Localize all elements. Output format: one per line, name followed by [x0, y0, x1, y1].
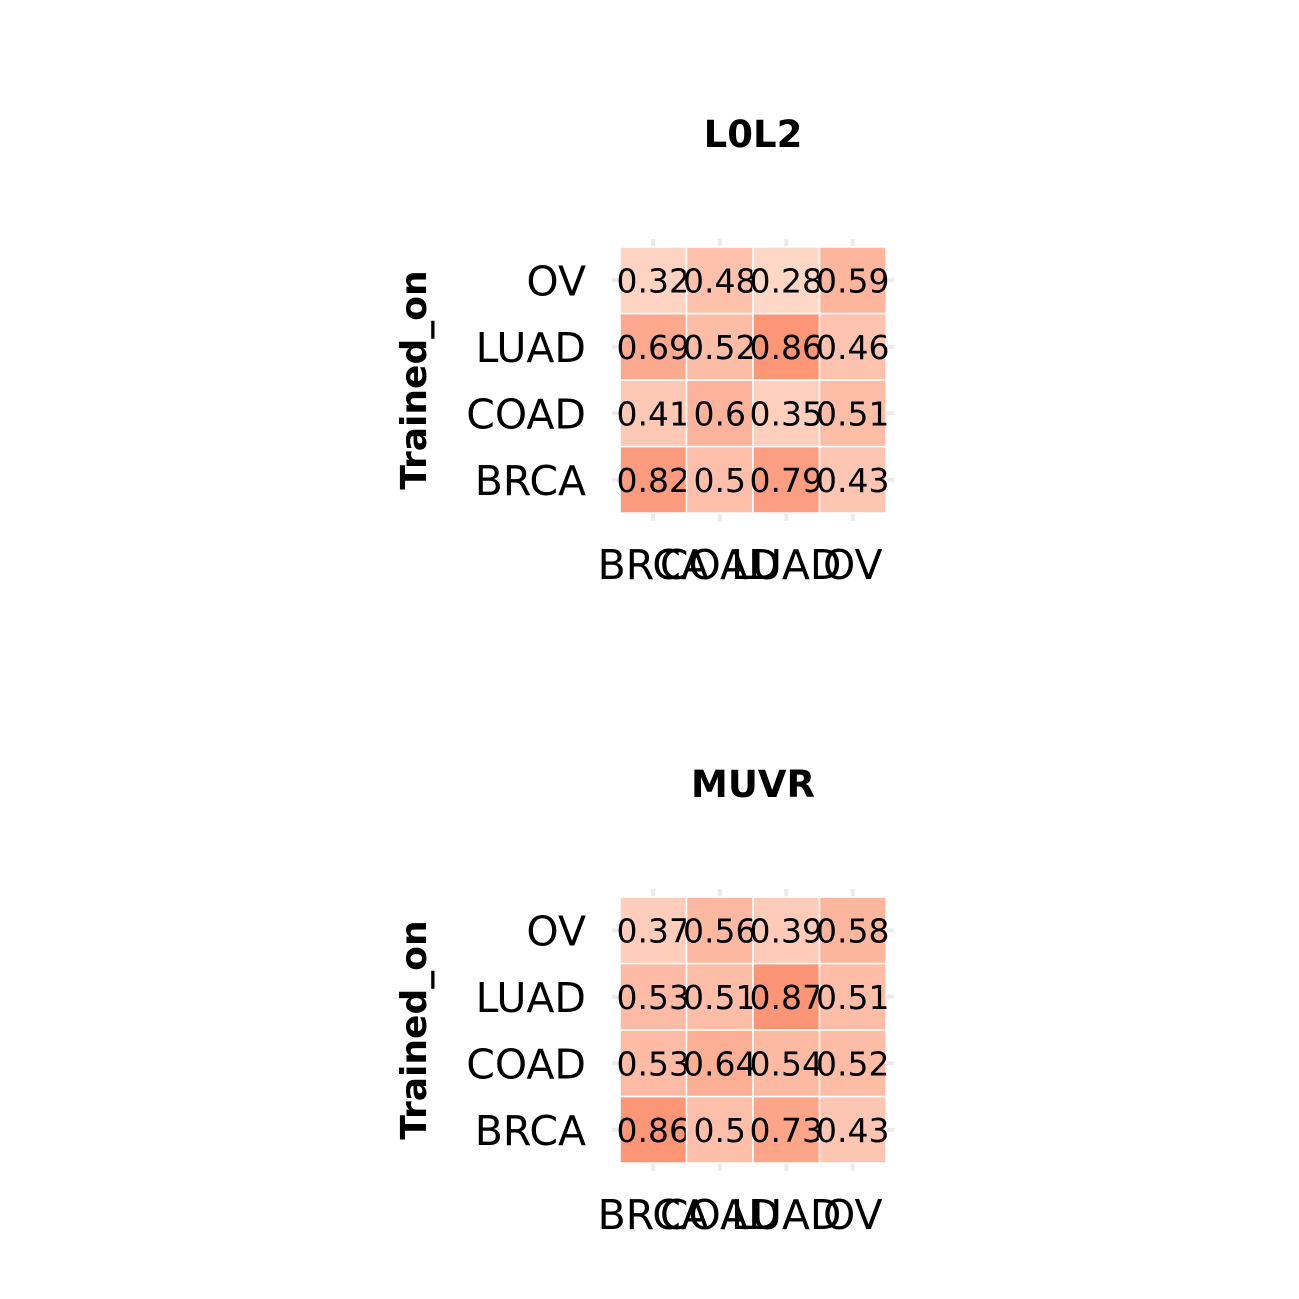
y-tick-label: LUAD [476, 974, 586, 1022]
heatmap-cell-coad-brca [619, 1029, 688, 1098]
heatmap-cell-ov-ov [818, 246, 887, 315]
cell-value-label: 0.51 [816, 978, 889, 1017]
heatmap-cell-ov-ov [818, 896, 887, 965]
heatmap-cell-ov-coad [685, 246, 754, 315]
heatmap-cell-ov-brca [619, 246, 688, 315]
cell-value-label: 0.86 [750, 328, 823, 367]
cell-value-label: 0.32 [617, 261, 690, 300]
cell-value-label: 0.64 [683, 1044, 756, 1083]
cell-value-label: 0.43 [816, 461, 889, 500]
heatmap-cell-ov-coad [685, 896, 754, 965]
heatmap-cell-brca-luad [752, 1095, 821, 1164]
cell-value-label: 0.82 [617, 461, 690, 500]
cell-value-label: 0.59 [816, 261, 889, 300]
x-tick-label: LUAD [731, 1191, 841, 1239]
cell-value-label: 0.5 [694, 461, 746, 500]
heatmap-cell-ov-brca [619, 896, 688, 965]
x-tick-label: LUAD [731, 541, 841, 589]
cell-value-label: 0.73 [750, 1111, 823, 1150]
cell-value-label: 0.79 [750, 461, 823, 500]
heatmap-cell-luad-brca [619, 312, 688, 381]
chart-title: L0L2 [704, 113, 803, 156]
y-axis-title: Trained_on [394, 920, 435, 1139]
x-tick-label: OV [823, 541, 883, 589]
heatmap-cell-coad-ov [818, 379, 887, 448]
x-tick-label: BRCA [598, 1191, 709, 1239]
cell-value-label: 0.51 [683, 978, 756, 1017]
y-tick-label: BRCA [475, 1107, 586, 1155]
cell-value-label: 0.41 [617, 394, 690, 433]
cell-value-label: 0.52 [816, 1044, 889, 1083]
cell-value-label: 0.5 [694, 1111, 746, 1150]
cell-value-label: 0.52 [683, 328, 756, 367]
heatmap-cell-brca-brca [619, 445, 688, 514]
cell-value-label: 0.56 [683, 911, 756, 950]
y-tick-label: BRCA [475, 457, 586, 505]
y-tick-label: OV [526, 907, 586, 955]
cell-value-label: 0.69 [617, 328, 690, 367]
x-tick-label: COAD [660, 1191, 780, 1239]
x-tick-label: BRCA [598, 541, 709, 589]
x-tick-label: OV [823, 1191, 883, 1239]
heatmap-cell-brca-ov [818, 1095, 887, 1164]
heatmap-cell-brca-coad [685, 445, 754, 514]
y-tick-label: COAD [466, 390, 586, 438]
y-tick-label: OV [526, 257, 586, 305]
cell-value-label: 0.6 [694, 394, 746, 433]
heatmap-cell-luad-luad [752, 312, 821, 381]
cell-value-label: 0.37 [617, 911, 690, 950]
heatmap-cell-luad-ov [818, 312, 887, 381]
cell-value-label: 0.87 [750, 978, 823, 1017]
cell-value-label: 0.53 [617, 978, 690, 1017]
cell-value-label: 0.58 [816, 911, 889, 950]
heatmap-cell-ov-luad [752, 246, 821, 315]
y-tick-label: LUAD [476, 324, 586, 372]
x-tick-label: COAD [660, 541, 780, 589]
cell-value-label: 0.28 [750, 261, 823, 300]
heatmap-cell-coad-ov [818, 1029, 887, 1098]
cell-value-label: 0.46 [816, 328, 889, 367]
y-axis-title: Trained_on [394, 270, 435, 489]
cell-value-label: 0.51 [816, 394, 889, 433]
heatmap-cell-brca-coad [685, 1095, 754, 1164]
heatmap-cell-luad-ov [818, 962, 887, 1031]
heatmap-cell-luad-coad [685, 962, 754, 1031]
cell-value-label: 0.39 [750, 911, 823, 950]
cell-value-label: 0.53 [617, 1044, 690, 1083]
heatmap-cell-luad-luad [752, 962, 821, 1031]
cell-value-label: 0.54 [750, 1044, 823, 1083]
cell-value-label: 0.86 [617, 1111, 690, 1150]
cell-value-label: 0.43 [816, 1111, 889, 1150]
y-tick-label: COAD [466, 1040, 586, 1088]
cell-value-label: 0.48 [683, 261, 756, 300]
cell-value-label: 0.35 [750, 394, 823, 433]
chart-title: MUVR [691, 763, 815, 806]
heatmap-cell-coad-luad [752, 1029, 821, 1098]
